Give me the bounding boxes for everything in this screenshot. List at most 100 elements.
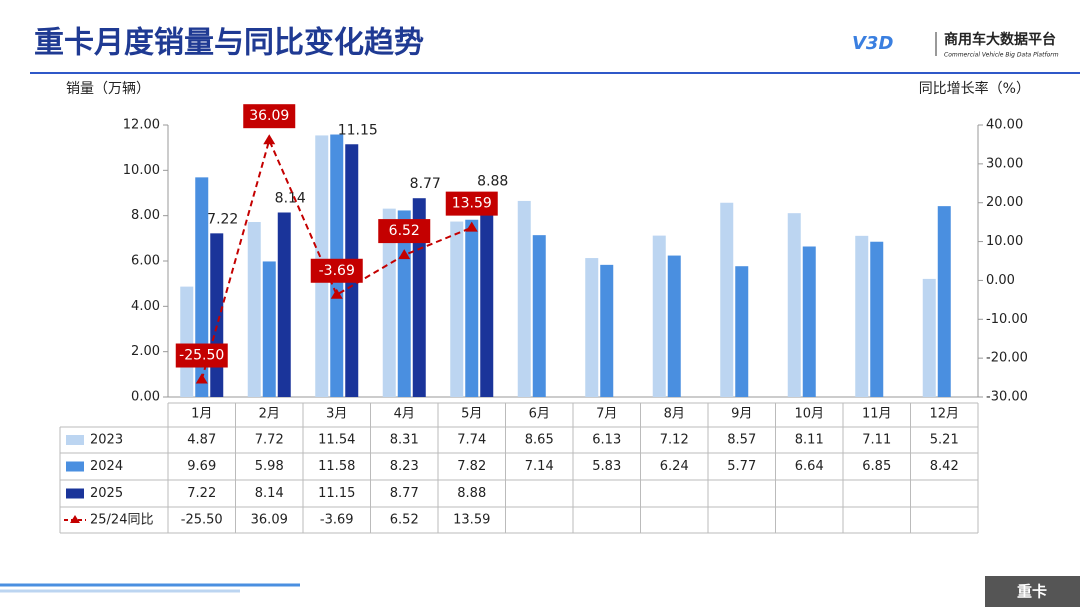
table-cell: 8.31 [390,433,419,448]
table-cell: 4.87 [187,433,216,448]
logo-subtext: Commercial Vehicle Big Data Platform [944,52,1059,59]
line [200,137,473,380]
bar [585,258,599,397]
bar [735,266,749,397]
table-cell: 36.09 [251,513,288,528]
bar [517,200,531,397]
x-tick-label: 7月 [596,407,617,422]
bar [600,264,614,397]
bar [382,208,396,397]
footer-tag-box [985,576,1080,607]
legend-swatch [66,461,84,472]
table-cell: 8.14 [255,486,284,501]
bar [277,212,291,397]
y-tick-label: 10.00 [123,163,160,178]
table-cell: 8.23 [390,459,419,474]
x-tick-label: 3月 [326,407,347,422]
data-label-box [175,343,228,368]
data-label: 6.52 [389,223,420,239]
data-label: 7.22 [207,211,238,227]
table-cell: 6.24 [660,459,689,474]
y-tick-label: 6.00 [131,254,160,269]
legend-swatch [66,488,84,499]
table-cell: 6.52 [390,513,419,528]
bar [720,202,734,397]
table-cell: 5.83 [592,459,621,474]
table-cell: 8.65 [525,433,554,448]
table-cell: 7.72 [255,433,284,448]
line-marker [330,288,343,299]
table-cell: 7.74 [457,433,486,448]
chart-title: 重卡月度销量与同比变化趋势 [34,26,424,61]
line-marker [195,373,208,384]
table-cell: 8.11 [795,433,824,448]
logo-text: 商用车大数据平台 [944,31,1056,48]
table-cell: 7.11 [862,433,891,448]
bar [652,235,666,397]
bar [195,177,209,397]
data-label: 36.09 [249,108,289,124]
table-cell: 8.77 [390,486,419,501]
bar [870,241,884,397]
y-tick-label: 4.00 [131,299,160,314]
y2-tick-label: 10.00 [986,234,1023,249]
line-marker [263,134,276,145]
line-marker [398,249,411,260]
y2-tick-label: 30.00 [986,156,1023,171]
table-cell: 9.69 [187,459,216,474]
y2-tick-label: -30.00 [986,390,1028,405]
y2-tick-label: -20.00 [986,351,1028,366]
legend-label: 25/24同比 [90,513,153,528]
data-label-box [378,219,431,244]
data-label-box [445,191,498,216]
footer-tag: 重卡 [1017,583,1047,601]
bar [667,255,681,397]
logo-mark: V3D [852,33,893,54]
legend-swatch [70,515,80,523]
bar [922,278,936,397]
table-cell: 5.98 [255,459,284,474]
data-label: 8.88 [477,174,508,190]
bar [465,219,479,397]
data-label-box [243,104,296,129]
table-cell: 7.22 [187,486,216,501]
bar [532,235,546,397]
bar [480,195,494,397]
table-cell: 8.88 [457,486,486,501]
bar [262,261,276,397]
bar [210,233,224,397]
legend-label: 2024 [90,459,123,474]
x-tick-label: 6月 [529,407,550,422]
y-tick-label: 12.00 [123,118,160,133]
table-cell: 7.82 [457,459,486,474]
table-cell: 8.42 [930,459,959,474]
x-tick-label: 2月 [259,407,280,422]
table-cell: 8.57 [727,433,756,448]
data-label: -25.50 [179,348,224,364]
data-label: 8.14 [275,190,306,206]
x-tick-label: 9月 [731,407,752,422]
data-label: 13.59 [452,196,492,212]
table-cell: 7.14 [525,459,554,474]
bar [937,206,951,397]
x-tick-label: 12月 [929,407,959,422]
y2-tick-label: 0.00 [986,273,1015,288]
y-tick-label: 8.00 [131,208,160,223]
bar [450,221,464,397]
x-tick-label: 11月 [862,407,892,422]
data-label: 11.15 [338,122,378,138]
bar [787,213,801,397]
table-cell: -3.69 [320,513,354,528]
y2-tick-label: 20.00 [986,195,1023,210]
table-cell: 13.59 [453,513,490,528]
bar [180,286,194,397]
y-axis-title: 销量（万辆） [66,81,150,97]
table-cell: 11.15 [318,486,355,501]
bar [855,235,869,397]
line-marker [465,221,478,232]
table-cell: 6.13 [592,433,621,448]
y2-tick-label: -10.00 [986,312,1028,327]
y2-tick-label: 40.00 [986,118,1023,133]
x-tick-label: 1月 [191,407,212,422]
